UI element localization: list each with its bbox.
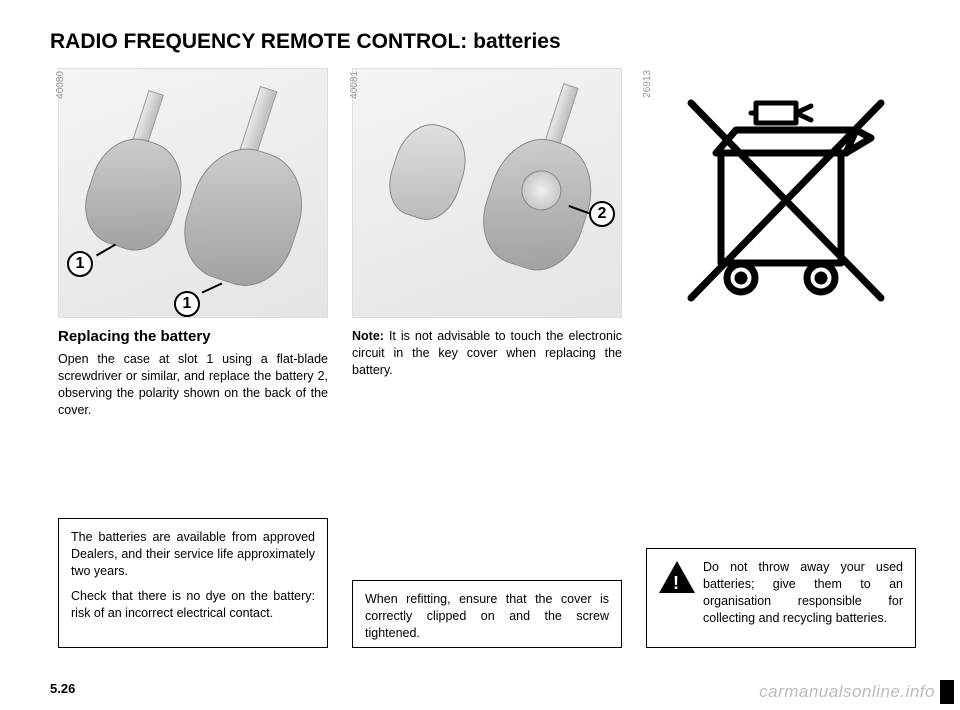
- info-text: Check that there is no dye on the batter…: [71, 588, 315, 622]
- note-text: Note: It is not advisable to touch the e…: [352, 328, 622, 379]
- wheeled-bin-crossed-icon: [646, 68, 916, 318]
- note-body: It is not advisable to touch the electro…: [352, 329, 622, 377]
- column-2: 40081 2 Note: It is not advisable to tou…: [344, 68, 630, 658]
- figure-id: 40081: [349, 71, 360, 99]
- key-fob-open-icon: [470, 127, 605, 282]
- figure-no-dispose: 26913: [646, 68, 916, 318]
- callout-2: 2: [589, 201, 615, 227]
- note-label: Note:: [352, 329, 384, 343]
- watermark-text: carmanualsonline.info: [759, 682, 935, 702]
- warning-text: Do not throw away your used batteries; g…: [703, 559, 903, 637]
- figure-id: 26913: [642, 70, 653, 98]
- column-layout: 40080 1 1 Replacing the battery Open the…: [50, 68, 920, 658]
- warning-triangle-icon: [659, 561, 695, 593]
- key-fob-icon: [74, 128, 194, 260]
- info-text: The batteries are available from approve…: [71, 529, 315, 580]
- info-box-battery-source: The batteries are available from approve…: [58, 518, 328, 648]
- warning-box-dispose: Do not throw away your used batteries; g…: [646, 548, 916, 648]
- callout-1: 1: [67, 251, 93, 277]
- page-marker: [940, 680, 954, 704]
- figure-key-open: 40081 2: [352, 68, 622, 318]
- figure-key-closed: 40080 1 1: [58, 68, 328, 318]
- subheading-replacing: Replacing the battery: [58, 328, 328, 345]
- key-cover-icon: [380, 116, 476, 228]
- page-number: 5.26: [50, 681, 75, 696]
- battery-icon: [516, 165, 566, 215]
- column-3: 26913: [638, 68, 924, 658]
- info-box-refitting: When refitting, ensure that the cover is…: [352, 580, 622, 648]
- body-text: Open the case at slot 1 using a flat-bla…: [58, 351, 328, 419]
- info-text: When refitting, ensure that the cover is…: [365, 592, 609, 640]
- page-title: RADIO FREQUENCY REMOTE CONTROL: batterie…: [50, 30, 920, 54]
- column-1: 40080 1 1 Replacing the battery Open the…: [50, 68, 336, 658]
- key-blade-icon: [239, 86, 278, 158]
- callout-1: 1: [174, 291, 200, 317]
- figure-id: 40080: [55, 71, 66, 99]
- manual-page: RADIO FREQUENCY REMOTE CONTROL: batterie…: [0, 0, 960, 710]
- key-fob-icon: [171, 135, 317, 297]
